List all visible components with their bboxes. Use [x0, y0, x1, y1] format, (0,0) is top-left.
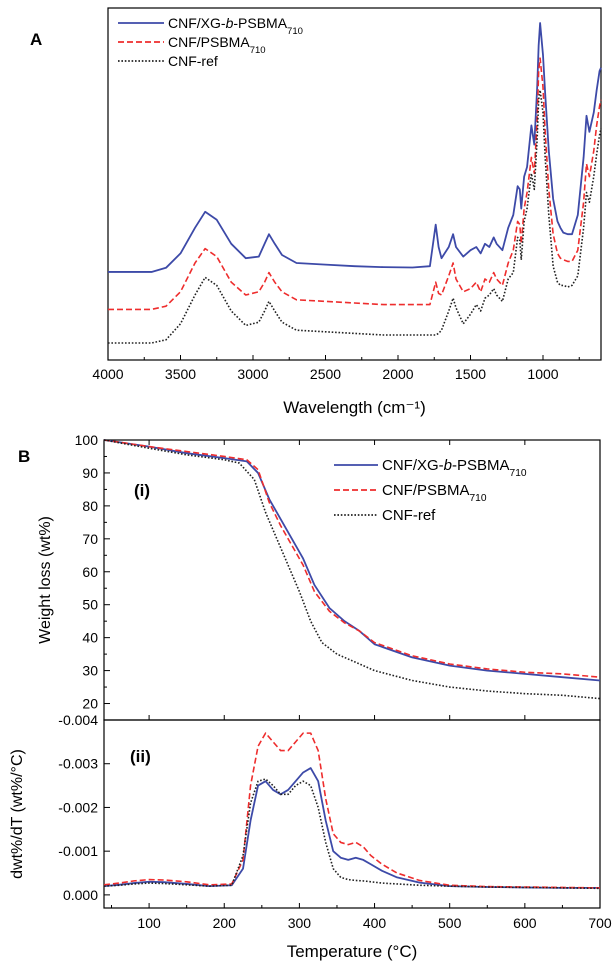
x-tick-label: 3500: [165, 366, 196, 382]
panel-label: A: [30, 30, 42, 49]
panel-b-dtg-chart: 0.000 -0.001 -0.002 -0.003 -0.004 100 200 300 40…: [9, 712, 612, 961]
x-tick-label: 1500: [455, 366, 486, 382]
series-line-0: [103, 767, 600, 889]
series-line-2: [103, 439, 601, 700]
y-tick-label: 30: [82, 663, 98, 679]
series-line-2: [108, 89, 602, 344]
y-tick-label: 80: [82, 498, 98, 514]
legend-entry: CNF/XG-b-PSBMA710: [168, 15, 303, 37]
legend-text-part: CNF-ref: [168, 53, 218, 69]
x-axis-label: Wavelength (cm⁻¹): [283, 398, 425, 417]
y-tick-label: -0.002: [58, 799, 98, 815]
legend-text-part: b: [444, 457, 452, 474]
x-tick-label: 2000: [382, 366, 413, 382]
legend-text-part: -PSBMA: [233, 15, 287, 31]
legend-text-part: CNF/XG-: [168, 15, 226, 31]
y-tick-label: -0.003: [58, 756, 98, 772]
y-tick-label: 70: [82, 531, 98, 547]
legend-text-part: -PSBMA: [452, 457, 510, 474]
legend-text-part: 710: [250, 45, 266, 56]
x-tick-label: 1000: [527, 366, 558, 382]
series-line-1: [103, 439, 601, 678]
x-axis-label: Temperature (°C): [287, 942, 418, 961]
y-axis-label: dwt%/dT (wt%/°C): [9, 749, 26, 879]
y-tick-label: 50: [82, 597, 98, 613]
legend-entry: CNF-ref: [168, 53, 218, 69]
series-line-0: [103, 439, 601, 682]
y-tick-label: 100: [75, 432, 99, 448]
x-tick-label: 3000: [237, 366, 268, 382]
legend-text-part: CNF/PSBMA: [168, 34, 250, 50]
x-tick-label: 500: [438, 915, 462, 931]
x-tick-label: 600: [513, 915, 537, 931]
legend-text-part: 710: [287, 26, 303, 37]
legend-text-part: 710: [510, 468, 527, 479]
x-tick-label: 100: [137, 915, 161, 931]
sub-panel-label: (i): [134, 481, 150, 500]
legend-text-part: CNF/PSBMA: [382, 482, 470, 499]
series-line-1: [103, 732, 601, 889]
series-line-2: [103, 778, 601, 890]
x-tick-label: 300: [288, 915, 312, 931]
plot-frame: [107, 7, 602, 361]
y-tick-label: 40: [82, 630, 98, 646]
y-tick-label: 0.000: [63, 887, 98, 903]
y-tick-label: 20: [82, 696, 98, 712]
legend-entry: CNF-ref: [382, 507, 436, 524]
plot-frame: [103, 439, 601, 721]
legend-entry: CNF/XG-b-PSBMA710: [382, 457, 527, 479]
series-line-1: [108, 57, 602, 311]
y-tick-label: -0.004: [58, 712, 98, 728]
panel-b-tga-weight-loss-chart: 20 30 40 50 60 70 80 90 100 Weight loss (wt%) B (i)…: [18, 432, 601, 721]
legend-text-part: b: [226, 15, 234, 31]
plot-frame: [103, 719, 601, 909]
legend-text-part: CNF-ref: [382, 507, 436, 524]
legend-text-part: 710: [470, 493, 487, 504]
sub-panel-label: (ii): [130, 747, 151, 766]
y-axis-label: Weight loss (wt%): [37, 516, 54, 644]
x-tick-label: 2500: [310, 366, 341, 382]
panel-label: B: [18, 447, 30, 466]
x-tick-label: 200: [213, 915, 237, 931]
legend-entry: CNF/PSBMA710: [382, 482, 487, 504]
y-tick-label: 90: [82, 465, 98, 481]
x-tick-label: 700: [588, 915, 612, 931]
legend-text-part: CNF/XG-: [382, 457, 444, 474]
y-tick-label: 60: [82, 564, 98, 580]
panel-a-ftir-chart: 4000 3500 3000 2500 2000 1500 1000 Wavelength (…: [30, 7, 602, 417]
x-tick-label: 400: [363, 915, 387, 931]
legend-entry: CNF/PSBMA710: [168, 34, 266, 56]
y-tick-label: -0.001: [58, 843, 98, 859]
x-tick-label: 4000: [92, 366, 123, 382]
series-line-0: [108, 22, 602, 273]
